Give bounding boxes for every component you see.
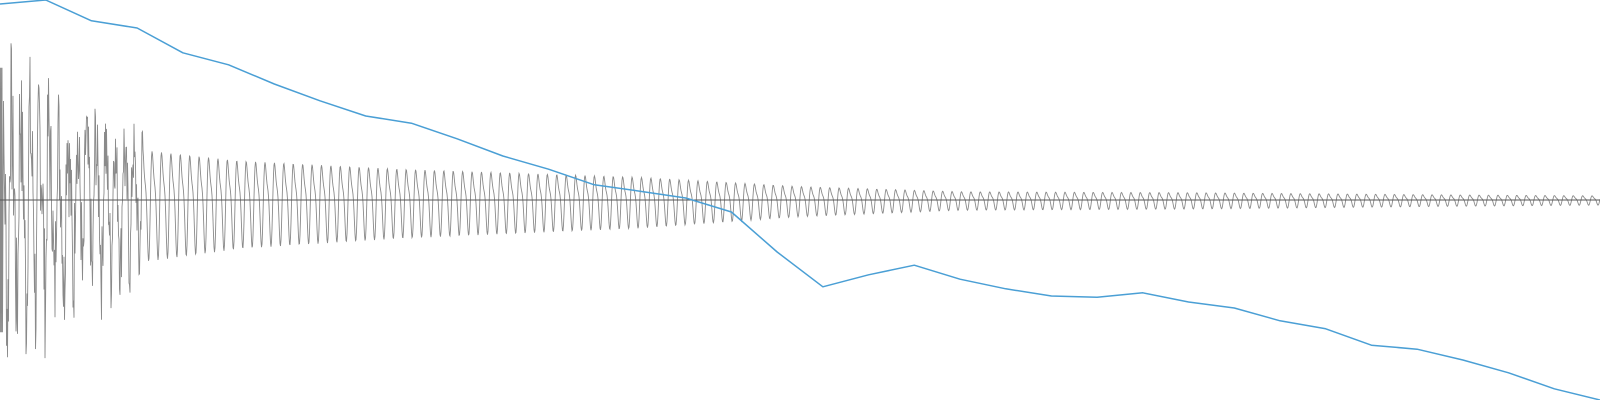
waveform-trace xyxy=(0,43,1600,359)
waveform-layer xyxy=(0,43,1600,359)
